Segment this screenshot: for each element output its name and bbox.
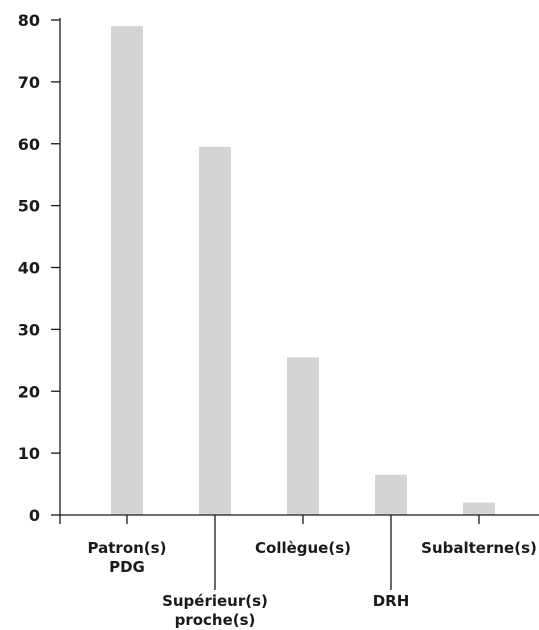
y-tick-label: 50 [18,197,40,216]
y-axis-tick-labels: 0 10 20 30 40 50 60 70 80 [18,11,40,525]
category-label: Supérieur(s) proche(s) [162,592,268,629]
bar [199,146,231,515]
category-label-line: Collègue(s) [255,539,351,557]
axes [59,18,539,524]
label-leader-lines [126,515,480,590]
category-label: Collègue(s) [255,539,351,557]
category-label-line: Supérieur(s) [162,592,268,610]
category-label: Patron(s) PDG [88,539,167,576]
category-label-line: Patron(s) [88,539,167,557]
bar [375,474,407,515]
category-label-line: proche(s) [175,611,256,629]
bar [111,26,143,515]
category-label: Subalterne(s) [421,539,537,557]
category-label-line: Subalterne(s) [421,539,537,557]
category-label-line: DRH [373,592,410,610]
y-tick-label: 10 [18,444,40,463]
bars [111,26,495,515]
category-label: DRH [373,592,410,610]
y-tick-label: 20 [18,382,40,401]
y-tick-label: 80 [18,11,40,30]
y-tick-label: 70 [18,73,40,92]
category-label-line: PDG [109,558,145,576]
x-axis-category-labels: Patron(s) PDG Supérieur(s) proche(s) Collègu… [88,539,537,629]
y-axis-ticks [51,19,60,516]
y-tick-label: 40 [18,259,40,278]
bar [463,502,495,515]
y-tick-label: 30 [18,320,40,339]
y-tick-label: 60 [18,135,40,154]
bar [287,357,319,515]
y-tick-label: 0 [29,506,40,525]
